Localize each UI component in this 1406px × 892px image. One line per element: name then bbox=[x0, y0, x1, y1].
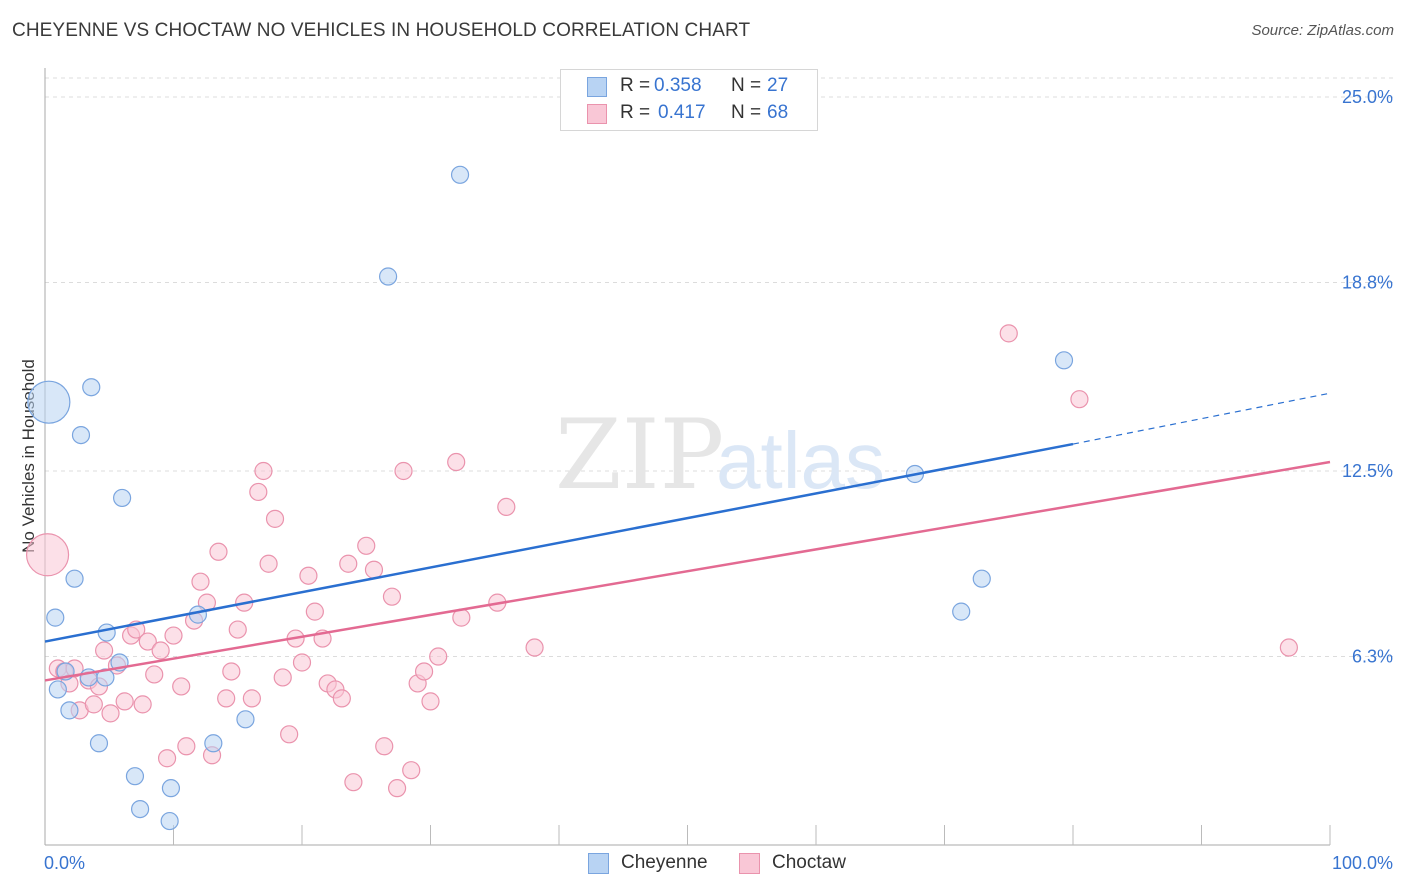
cheyenne-point bbox=[60, 701, 79, 720]
choctaw-point bbox=[1279, 638, 1298, 657]
choctaw-point bbox=[273, 668, 292, 687]
choctaw-point bbox=[357, 536, 376, 555]
cheyenne-point bbox=[188, 605, 208, 624]
choctaw-point bbox=[95, 641, 114, 660]
source-label: Source: ZipAtlas.com bbox=[1251, 22, 1394, 39]
cheyenne-point bbox=[378, 267, 398, 286]
choctaw-point bbox=[138, 632, 157, 651]
choctaw-point bbox=[157, 749, 177, 768]
choctaw-point bbox=[222, 662, 241, 681]
y-tick-label: 25.0% bbox=[1342, 87, 1393, 107]
choctaw-point bbox=[249, 482, 268, 502]
cheyenne-point bbox=[82, 378, 101, 397]
cheyenne-label: Cheyenne bbox=[621, 852, 708, 873]
choctaw-point bbox=[145, 665, 164, 684]
choctaw-point bbox=[259, 554, 278, 573]
choctaw-point bbox=[164, 626, 183, 645]
r-label: R = bbox=[620, 75, 651, 96]
choctaw-point bbox=[242, 689, 261, 708]
cheyenne-point bbox=[1054, 351, 1074, 370]
choctaw-point bbox=[999, 324, 1018, 343]
choctaw-point bbox=[394, 461, 413, 481]
choctaw-point bbox=[228, 620, 247, 639]
choctaw-point bbox=[133, 695, 152, 714]
n-value: 68 bbox=[767, 102, 789, 123]
cheyenne-point bbox=[236, 710, 255, 729]
choctaw-swatch bbox=[739, 853, 760, 874]
y-tick-label: 12.5% bbox=[1342, 461, 1393, 481]
cheyenne-point bbox=[27, 380, 71, 424]
n-label: N = bbox=[731, 75, 762, 96]
cheyenne-point bbox=[112, 488, 132, 508]
r-label: R = bbox=[620, 102, 651, 123]
n-label: N = bbox=[731, 102, 762, 123]
choctaw-point bbox=[414, 662, 434, 681]
choctaw-point bbox=[280, 725, 299, 744]
r-value: 0.358 bbox=[654, 75, 702, 96]
choctaw-point bbox=[151, 641, 170, 660]
choctaw-point bbox=[387, 779, 407, 798]
cheyenne-point bbox=[125, 767, 145, 786]
choctaw-point bbox=[339, 554, 358, 573]
choctaw-point bbox=[84, 695, 103, 714]
correlation-legend: R = 0.358 N = 27 R = 0.417 N = 68 bbox=[560, 69, 818, 131]
choctaw-point bbox=[254, 461, 273, 481]
choctaw-point bbox=[101, 704, 120, 723]
cheyenne-point bbox=[48, 680, 67, 699]
choctaw-point bbox=[375, 737, 394, 756]
choctaw-point bbox=[115, 692, 134, 711]
y-tick-label: 18.8% bbox=[1342, 273, 1393, 293]
x-tick-label: 0.0% bbox=[44, 853, 85, 873]
cheyenne-point bbox=[952, 602, 971, 621]
choctaw-point bbox=[332, 689, 351, 708]
choctaw-point bbox=[402, 761, 421, 780]
cheyenne-point bbox=[450, 165, 470, 184]
cheyenne-point bbox=[71, 425, 91, 445]
choctaw-point bbox=[191, 572, 210, 591]
choctaw-swatch bbox=[587, 104, 607, 124]
x-tick-label: 100.0% bbox=[1332, 853, 1393, 873]
y-tick-label: 6.3% bbox=[1352, 647, 1393, 667]
choctaw-label: Choctaw bbox=[772, 852, 846, 873]
cheyenne-trendline bbox=[44, 442, 1074, 643]
choctaw-trendline bbox=[44, 460, 1331, 682]
choctaw-point bbox=[525, 638, 544, 657]
choctaw-point bbox=[305, 602, 324, 621]
cheyenne-point bbox=[46, 608, 65, 627]
choctaw-point bbox=[292, 653, 312, 672]
choctaw-point bbox=[265, 509, 285, 528]
choctaw-point bbox=[172, 677, 191, 696]
cheyenne-point bbox=[65, 569, 84, 588]
choctaw-point bbox=[25, 533, 70, 577]
choctaw-point bbox=[209, 542, 228, 561]
r-value: 0.417 bbox=[658, 102, 706, 123]
choctaw-point bbox=[177, 737, 196, 756]
cheyenne-swatch bbox=[588, 853, 609, 874]
cheyenne-point bbox=[130, 799, 150, 819]
cheyenne-point bbox=[97, 623, 116, 642]
cheyenne-point bbox=[161, 779, 181, 798]
cheyenne-trendline-extension bbox=[1072, 392, 1331, 445]
choctaw-point bbox=[497, 497, 516, 517]
cheyenne-point bbox=[89, 734, 109, 753]
choctaw-point bbox=[421, 692, 440, 711]
choctaw-point bbox=[429, 647, 448, 666]
cheyenne-point bbox=[972, 569, 991, 588]
cheyenne-swatch bbox=[587, 77, 607, 97]
choctaw-point bbox=[217, 689, 236, 708]
choctaw-point bbox=[1070, 390, 1089, 409]
watermark-zip: ZIP bbox=[555, 399, 724, 511]
choctaw-point bbox=[299, 566, 318, 585]
cheyenne-point bbox=[160, 811, 179, 831]
n-value: 27 bbox=[767, 75, 789, 96]
choctaw-point bbox=[364, 560, 384, 579]
chart-title: CHEYENNE VS CHOCTAW NO VEHICLES IN HOUSE… bbox=[12, 20, 751, 41]
choctaw-point bbox=[447, 452, 466, 472]
choctaw-point bbox=[344, 773, 363, 792]
choctaw-point bbox=[382, 587, 402, 606]
watermark-atlas: atlas bbox=[716, 416, 885, 505]
cheyenne-point bbox=[204, 734, 223, 753]
